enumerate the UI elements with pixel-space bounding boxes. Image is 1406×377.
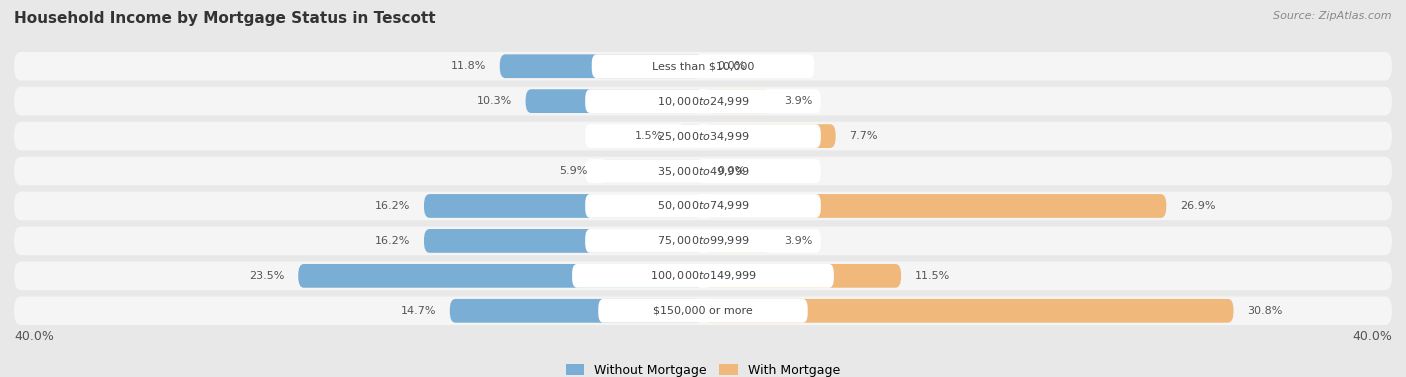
- Text: 1.5%: 1.5%: [636, 131, 664, 141]
- FancyBboxPatch shape: [585, 124, 821, 148]
- Text: 3.9%: 3.9%: [785, 236, 813, 246]
- Text: $75,000 to $99,999: $75,000 to $99,999: [657, 234, 749, 247]
- FancyBboxPatch shape: [703, 229, 770, 253]
- FancyBboxPatch shape: [14, 262, 1392, 290]
- Text: Household Income by Mortgage Status in Tescott: Household Income by Mortgage Status in T…: [14, 11, 436, 26]
- FancyBboxPatch shape: [450, 299, 703, 323]
- FancyBboxPatch shape: [703, 299, 1233, 323]
- FancyBboxPatch shape: [678, 124, 703, 148]
- Text: 11.8%: 11.8%: [450, 61, 486, 71]
- FancyBboxPatch shape: [425, 229, 703, 253]
- Text: 40.0%: 40.0%: [1353, 330, 1392, 343]
- Text: 5.9%: 5.9%: [560, 166, 588, 176]
- FancyBboxPatch shape: [703, 89, 770, 113]
- Text: $50,000 to $74,999: $50,000 to $74,999: [657, 199, 749, 213]
- Text: $100,000 to $149,999: $100,000 to $149,999: [650, 269, 756, 282]
- FancyBboxPatch shape: [592, 54, 814, 78]
- FancyBboxPatch shape: [703, 124, 835, 148]
- Text: Source: ZipAtlas.com: Source: ZipAtlas.com: [1274, 11, 1392, 21]
- FancyBboxPatch shape: [602, 159, 703, 183]
- Text: Less than $10,000: Less than $10,000: [652, 61, 754, 71]
- Text: 3.9%: 3.9%: [785, 96, 813, 106]
- Text: $150,000 or more: $150,000 or more: [654, 306, 752, 316]
- FancyBboxPatch shape: [425, 194, 703, 218]
- Text: 14.7%: 14.7%: [401, 306, 436, 316]
- FancyBboxPatch shape: [298, 264, 703, 288]
- FancyBboxPatch shape: [585, 229, 821, 253]
- Text: 16.2%: 16.2%: [375, 201, 411, 211]
- Text: 11.5%: 11.5%: [915, 271, 950, 281]
- Text: 7.7%: 7.7%: [849, 131, 877, 141]
- Text: 0.0%: 0.0%: [717, 166, 745, 176]
- FancyBboxPatch shape: [499, 54, 703, 78]
- FancyBboxPatch shape: [585, 194, 821, 218]
- Text: 23.5%: 23.5%: [249, 271, 284, 281]
- Text: $10,000 to $24,999: $10,000 to $24,999: [657, 95, 749, 108]
- FancyBboxPatch shape: [585, 89, 821, 113]
- Legend: Without Mortgage, With Mortgage: Without Mortgage, With Mortgage: [565, 364, 841, 377]
- FancyBboxPatch shape: [14, 192, 1392, 220]
- FancyBboxPatch shape: [572, 264, 834, 288]
- FancyBboxPatch shape: [14, 87, 1392, 115]
- Text: 10.3%: 10.3%: [477, 96, 512, 106]
- FancyBboxPatch shape: [14, 122, 1392, 150]
- FancyBboxPatch shape: [526, 89, 703, 113]
- FancyBboxPatch shape: [585, 159, 821, 183]
- Text: 40.0%: 40.0%: [14, 330, 53, 343]
- Text: 30.8%: 30.8%: [1247, 306, 1282, 316]
- FancyBboxPatch shape: [14, 52, 1392, 81]
- Text: 0.0%: 0.0%: [717, 61, 745, 71]
- Text: 26.9%: 26.9%: [1180, 201, 1216, 211]
- FancyBboxPatch shape: [703, 264, 901, 288]
- FancyBboxPatch shape: [14, 227, 1392, 255]
- FancyBboxPatch shape: [14, 296, 1392, 325]
- FancyBboxPatch shape: [14, 157, 1392, 185]
- FancyBboxPatch shape: [599, 299, 807, 323]
- Text: $35,000 to $49,999: $35,000 to $49,999: [657, 164, 749, 178]
- Text: 16.2%: 16.2%: [375, 236, 411, 246]
- FancyBboxPatch shape: [703, 194, 1167, 218]
- Text: $25,000 to $34,999: $25,000 to $34,999: [657, 130, 749, 143]
